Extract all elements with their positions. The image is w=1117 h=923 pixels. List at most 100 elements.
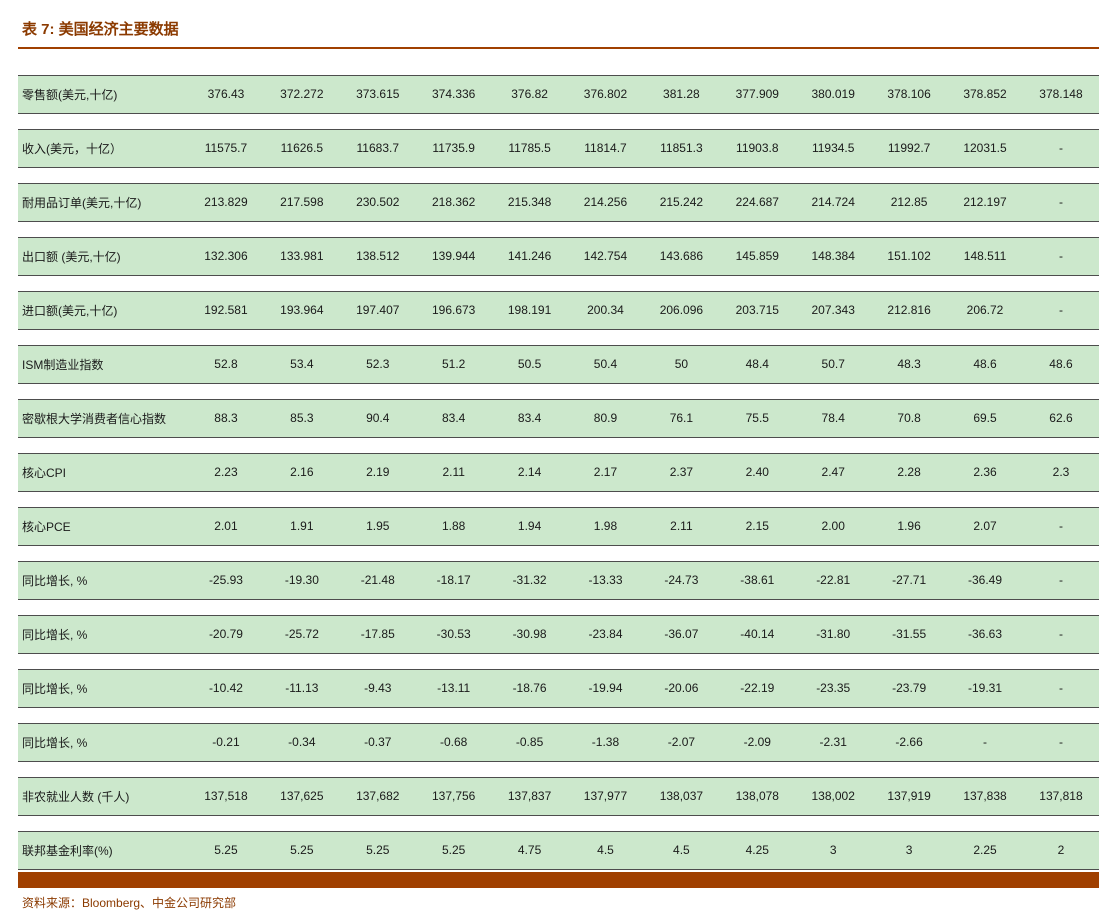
row-cell: 76.1 bbox=[643, 399, 719, 437]
row-cell: -2.31 bbox=[795, 723, 871, 761]
row-cell: 2.36 bbox=[947, 453, 1023, 491]
row-cell: 1.88 bbox=[416, 507, 492, 545]
row-cell: -13.33 bbox=[568, 561, 644, 599]
row-cell: 212.816 bbox=[871, 291, 947, 329]
row-cell: 200.34 bbox=[568, 291, 644, 329]
table-row: 同比增长, %-0.21-0.34-0.37-0.68-0.85-1.38-2.… bbox=[18, 723, 1099, 761]
row-cell: 381.28 bbox=[643, 75, 719, 113]
row-cell: -23.79 bbox=[871, 669, 947, 707]
row-label: 收入(美元，十亿） bbox=[18, 129, 188, 167]
row-cell: -18.17 bbox=[416, 561, 492, 599]
row-cell: -1.38 bbox=[568, 723, 644, 761]
table-spacer bbox=[18, 707, 1099, 723]
row-cell: 80.9 bbox=[568, 399, 644, 437]
row-cell: -2.09 bbox=[719, 723, 795, 761]
row-cell: 2.28 bbox=[871, 453, 947, 491]
row-cell: 11785.5 bbox=[492, 129, 568, 167]
row-cell: -0.68 bbox=[416, 723, 492, 761]
row-cell: 193.964 bbox=[264, 291, 340, 329]
row-cell: 138,002 bbox=[795, 777, 871, 815]
row-cell: 11903.8 bbox=[719, 129, 795, 167]
row-cell: 2.07 bbox=[947, 507, 1023, 545]
row-cell: 2.00 bbox=[795, 507, 871, 545]
row-cell: 4.5 bbox=[643, 831, 719, 869]
row-cell: 78.4 bbox=[795, 399, 871, 437]
row-cell: 12031.5 bbox=[947, 129, 1023, 167]
row-cell: 11992.7 bbox=[871, 129, 947, 167]
row-cell: 90.4 bbox=[340, 399, 416, 437]
table-spacer bbox=[18, 761, 1099, 777]
row-cell: 137,625 bbox=[264, 777, 340, 815]
table-spacer bbox=[18, 437, 1099, 453]
row-label: 耐用品订单(美元,十亿) bbox=[18, 183, 188, 221]
row-cell: 2.25 bbox=[947, 831, 1023, 869]
table-spacer bbox=[18, 545, 1099, 561]
row-label: 进口额(美元,十亿) bbox=[18, 291, 188, 329]
row-cell: -19.30 bbox=[264, 561, 340, 599]
row-cell: 215.242 bbox=[643, 183, 719, 221]
row-cell: 50.4 bbox=[568, 345, 644, 383]
row-label: ISM制造业指数 bbox=[18, 345, 188, 383]
row-cell: 2.40 bbox=[719, 453, 795, 491]
row-cell: 224.687 bbox=[719, 183, 795, 221]
row-cell: 51.2 bbox=[416, 345, 492, 383]
row-cell: 11575.7 bbox=[188, 129, 264, 167]
row-cell: 230.502 bbox=[340, 183, 416, 221]
row-cell: 5.25 bbox=[340, 831, 416, 869]
row-cell: -22.81 bbox=[795, 561, 871, 599]
row-cell: 88.3 bbox=[188, 399, 264, 437]
row-cell: 50 bbox=[643, 345, 719, 383]
row-cell: 11626.5 bbox=[264, 129, 340, 167]
row-cell: 48.3 bbox=[871, 345, 947, 383]
row-cell: -20.06 bbox=[643, 669, 719, 707]
row-cell: 4.25 bbox=[719, 831, 795, 869]
table-spacer bbox=[18, 329, 1099, 345]
row-cell: -25.72 bbox=[264, 615, 340, 653]
row-cell: -30.53 bbox=[416, 615, 492, 653]
row-cell: 48.6 bbox=[1023, 345, 1099, 383]
table-spacer bbox=[18, 275, 1099, 291]
row-cell: -2.66 bbox=[871, 723, 947, 761]
row-cell: 373.615 bbox=[340, 75, 416, 113]
row-cell: 52.8 bbox=[188, 345, 264, 383]
row-cell: 203.715 bbox=[719, 291, 795, 329]
row-cell: 197.407 bbox=[340, 291, 416, 329]
table-row: 耐用品订单(美元,十亿)213.829217.598230.502218.362… bbox=[18, 183, 1099, 221]
row-cell: 137,518 bbox=[188, 777, 264, 815]
row-cell: -30.98 bbox=[492, 615, 568, 653]
row-cell: 141.246 bbox=[492, 237, 568, 275]
row-cell: -25.93 bbox=[188, 561, 264, 599]
row-cell: - bbox=[1023, 723, 1099, 761]
table-title: 表 7: 美国经济主要数据 bbox=[18, 12, 1099, 49]
row-label: 同比增长, % bbox=[18, 615, 188, 653]
row-cell: -0.21 bbox=[188, 723, 264, 761]
row-cell: 192.581 bbox=[188, 291, 264, 329]
row-cell: 217.598 bbox=[264, 183, 340, 221]
row-cell: 132.306 bbox=[188, 237, 264, 275]
row-cell: 137,977 bbox=[568, 777, 644, 815]
row-cell: 206.096 bbox=[643, 291, 719, 329]
row-cell: - bbox=[1023, 129, 1099, 167]
row-cell: - bbox=[1023, 291, 1099, 329]
row-cell: -13.11 bbox=[416, 669, 492, 707]
data-table: 零售额(美元,十亿)376.43372.272373.615374.336376… bbox=[18, 59, 1099, 870]
row-cell: - bbox=[1023, 615, 1099, 653]
row-cell: 2.17 bbox=[568, 453, 644, 491]
row-cell: 372.272 bbox=[264, 75, 340, 113]
row-cell: 207.343 bbox=[795, 291, 871, 329]
row-cell: 50.7 bbox=[795, 345, 871, 383]
row-cell: -23.84 bbox=[568, 615, 644, 653]
row-cell: 85.3 bbox=[264, 399, 340, 437]
row-cell: 376.82 bbox=[492, 75, 568, 113]
row-cell: 137,818 bbox=[1023, 777, 1099, 815]
table-row: 零售额(美元,十亿)376.43372.272373.615374.336376… bbox=[18, 75, 1099, 113]
row-cell: -11.13 bbox=[264, 669, 340, 707]
row-cell: 52.3 bbox=[340, 345, 416, 383]
row-cell: 138,078 bbox=[719, 777, 795, 815]
row-cell: -0.37 bbox=[340, 723, 416, 761]
row-cell: 1.95 bbox=[340, 507, 416, 545]
row-cell: -21.48 bbox=[340, 561, 416, 599]
row-cell: 5.25 bbox=[264, 831, 340, 869]
row-cell: 133.981 bbox=[264, 237, 340, 275]
row-cell: 70.8 bbox=[871, 399, 947, 437]
